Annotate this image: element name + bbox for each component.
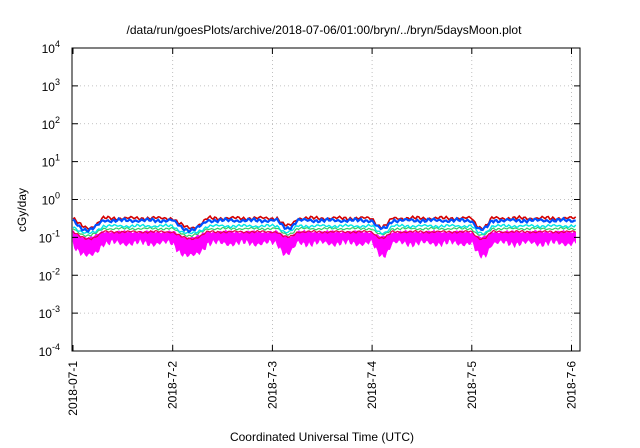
x-tick-label: 2018-07-1 [66, 361, 80, 416]
y-tick-label: 10-2 [39, 266, 60, 283]
series-red-lower [72, 229, 576, 241]
x-tick-label: 2018-7-2 [166, 361, 180, 409]
series-blue [72, 216, 576, 234]
y-tick-label: 100 [42, 191, 60, 208]
y-tick-label: 101 [42, 153, 60, 170]
x-axis-label: Coordinated Universal Time (UTC) [230, 430, 414, 444]
y-tick-label: 10-1 [39, 228, 60, 245]
y-tick-label: 10-4 [39, 342, 60, 359]
y-axis-label: cGy/day [15, 188, 29, 232]
x-tick-label: 2018-7-6 [565, 361, 579, 409]
chart-title: /data/run/goesPlots/archive/2018-07-06/0… [127, 23, 523, 37]
y-tick-label: 103 [42, 77, 60, 94]
x-tick-label: 2018-7-5 [465, 361, 479, 409]
series-group [72, 214, 577, 260]
y-tick-label: 104 [42, 39, 60, 56]
x-tick-label: 2018-7-3 [265, 361, 279, 409]
grid [72, 47, 580, 352]
y-tick-label: 102 [42, 115, 60, 132]
series-green [72, 226, 576, 238]
x-axis: 2018-07-1 2018-7-2 2018-7-3 2018-7-4 2018-7-… [66, 48, 579, 416]
x-tick-label: 2018-7-4 [365, 361, 379, 409]
y-axis: 10-4 10-3 10-2 10-1 100 101 102 103 104 [39, 39, 580, 359]
y-tick-label: 10-3 [39, 304, 60, 321]
series-magenta-band [72, 229, 576, 260]
series-cyan [72, 223, 577, 236]
